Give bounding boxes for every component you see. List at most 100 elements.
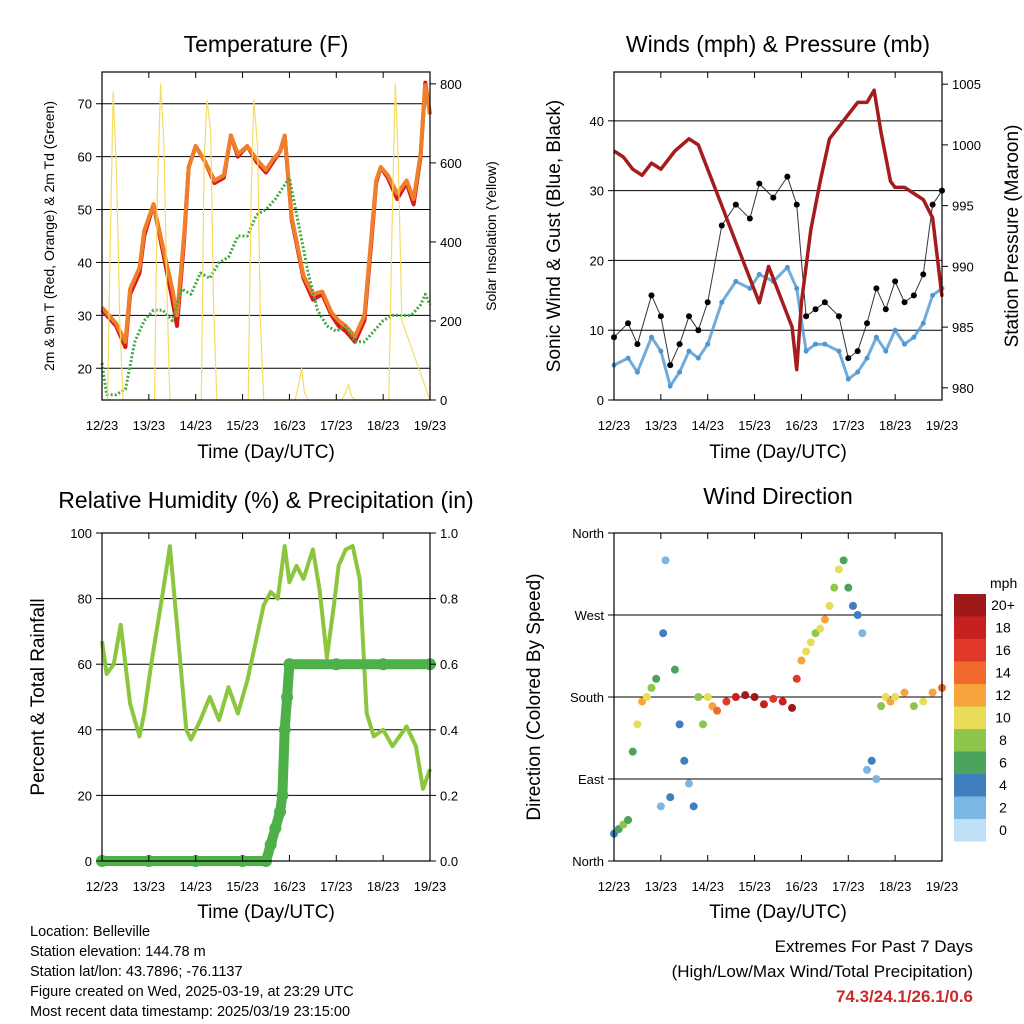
humidity-ytick-label: 60 [78, 657, 92, 672]
winds-series-sonic-wind-point [756, 271, 762, 277]
direction-point [680, 756, 689, 765]
winds-series-gust-point [835, 313, 842, 320]
direction-xtick-label: 16/23 [785, 879, 818, 894]
winds-series-gust-point [812, 306, 819, 313]
winds-series-sonic-wind-point [812, 341, 818, 347]
direction-point [694, 693, 703, 701]
direction-point [891, 693, 900, 701]
winds-title: Winds (mph) & Pressure (mb) [626, 31, 930, 57]
temperature-ytick-right-label: 200 [440, 314, 462, 329]
winds-series-sonic-wind-point [920, 320, 926, 326]
winds-series-gust-point [718, 222, 725, 229]
direction-ytick-label: South [570, 690, 604, 705]
temperature-xtick-label: 14/23 [179, 418, 212, 433]
direction-point [731, 693, 740, 701]
winds-series-sonic-wind-point [794, 285, 800, 291]
temperature-frame [101, 71, 431, 401]
legend-swatch [954, 796, 986, 819]
humidity-series-relative-humidity [100, 544, 432, 791]
winds-ylabel-right: Station Pressure (Maroon) [1002, 125, 1023, 348]
direction-point [816, 624, 825, 633]
legend-swatch [954, 819, 986, 842]
winds-series-gust-point [864, 320, 871, 327]
direction-point [759, 700, 768, 709]
wind-direction-panel: North East South West North Wind Direction Tim… [524, 483, 958, 923]
humidity-ytick-right-label: 0.8 [440, 592, 458, 607]
humidity-xtick-label: 19/23 [414, 879, 447, 894]
legend-swatch [954, 594, 986, 617]
winds-series-gust-point [746, 215, 753, 222]
winds-series-gust-point [901, 299, 908, 306]
direction-title: Wind Direction [703, 483, 853, 509]
info-location: Location: Belleville [30, 924, 151, 940]
direction-point [713, 706, 722, 715]
temperature-xlabel: Time (Day/UTC) [197, 442, 335, 463]
direction-ylabel-left: Direction (Colored By Speed) [524, 573, 545, 820]
direction-point [675, 720, 684, 729]
winds-pressure-panel: 0 10 20 30 40 980 985 990 995 1000 1005 Winds (mph)… [544, 31, 1023, 463]
humidity-xlabel: Time (Day/UTC) [197, 902, 335, 923]
direction-xtick-label: 12/23 [598, 879, 631, 894]
direction-point [741, 691, 750, 700]
winds-series-sonic-wind-point [911, 334, 917, 340]
humidity-ytick-right-label: 0.6 [440, 657, 458, 672]
winds-series-gust-point [676, 341, 683, 348]
extremes-values: 74.3/24.1/26.1/0.6 [835, 987, 973, 1006]
winds-ytick-label: 40 [590, 114, 604, 129]
winds-ytick-label: 0 [597, 393, 604, 408]
temperature-series-9m-t [100, 83, 432, 344]
temperature-xtick-label: 13/23 [133, 418, 166, 433]
winds-series-gust-point [854, 348, 861, 355]
direction-point [788, 703, 797, 712]
humidity-series-total-precipitation-point [377, 658, 390, 671]
direction-point [642, 693, 651, 701]
direction-point [656, 802, 665, 811]
direction-ytick-label: North [572, 854, 604, 869]
winds-series-gust-point [648, 292, 655, 299]
legend-label: 16 [995, 642, 1011, 658]
winds-ytick-label: 30 [590, 184, 604, 199]
winds-series-sonic-wind-point [719, 299, 725, 305]
winds-ytick-right-label: 985 [952, 320, 974, 335]
direction-point [806, 638, 815, 647]
direction-point [797, 656, 806, 665]
temperature-ytick-right-label: 600 [440, 156, 462, 171]
winds-series-sonic-wind-point [733, 278, 739, 284]
wind-speed-legend: mph 20+ 18 16 14 12 10 8 6 4 2 0 [954, 575, 1017, 842]
direction-point [802, 647, 811, 656]
legend-swatch [954, 661, 986, 684]
humidity-ytick-label: 100 [70, 526, 92, 541]
direction-point [750, 693, 759, 701]
winds-series-gust-point [695, 327, 702, 334]
winds-xlabel: Time (Day/UTC) [709, 442, 847, 463]
humidity-xtick-label: 17/23 [320, 879, 353, 894]
winds-series-sonic-wind-point [836, 348, 842, 354]
direction-xtick-label: 18/23 [879, 879, 912, 894]
humidity-series-total-precipitation-point [281, 691, 294, 703]
info-elevation: Station elevation: 144.78 m [30, 944, 206, 960]
humidity-title: Relative Humidity (%) & Precipitation (i… [58, 487, 473, 513]
winds-ytick-right-label: 980 [952, 381, 974, 396]
humidity-ytick-label: 40 [78, 723, 92, 738]
direction-point [848, 601, 857, 610]
winds-series-gust-line [613, 175, 943, 367]
legend-swatch [954, 751, 986, 774]
winds-series-sonic-wind-line [613, 264, 943, 390]
direction-point [928, 688, 937, 697]
winds-xtick-label: 17/23 [832, 418, 865, 433]
station-info: Location: Belleville Station elevation: … [30, 922, 354, 1022]
humidity-xtick-label: 15/23 [226, 879, 259, 894]
humidity-ytick-right-label: 0.4 [440, 723, 458, 738]
winds-ytick-label: 20 [590, 253, 604, 268]
temperature-ytick-label: 60 [78, 150, 92, 165]
winds-series-gust-point [793, 201, 800, 208]
humidity-xtick-label: 14/23 [179, 879, 212, 894]
winds-series-gust-point [685, 313, 692, 320]
temperature-ytick-label: 40 [78, 255, 92, 270]
winds-ylabel-left: Sonic Wind & Gust (Blue, Black) [544, 100, 565, 372]
humidity-series-total-precipitation-point [278, 723, 291, 736]
temperature-ytick-label: 20 [78, 361, 92, 376]
winds-series-sonic-wind-point [705, 341, 711, 347]
winds-ytick-label: 10 [590, 323, 604, 338]
direction-point [839, 556, 848, 565]
